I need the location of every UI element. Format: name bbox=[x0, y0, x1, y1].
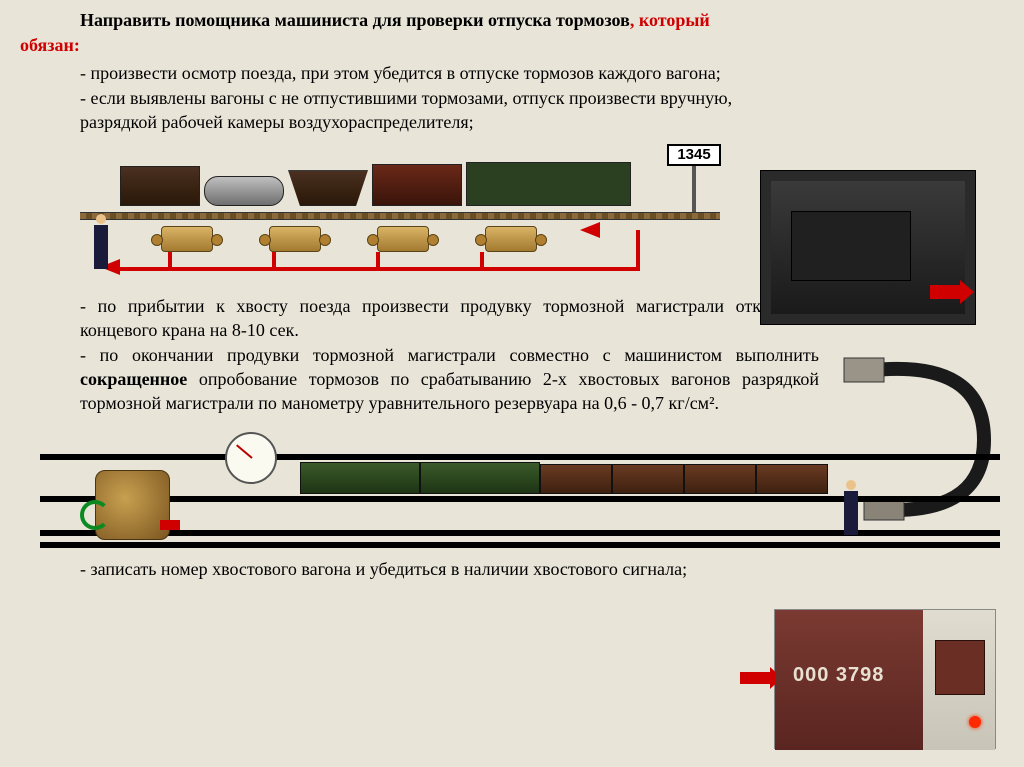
paragraph-5: - записать номер хвостового вагона и убе… bbox=[80, 558, 704, 581]
km-sign: 1345 bbox=[667, 144, 721, 166]
track-line bbox=[40, 454, 1000, 460]
p4c: опробование тормозов по срабатыванию 2-х… bbox=[80, 369, 819, 413]
km-signpost bbox=[692, 166, 696, 216]
title: Направить помощника машиниста для провер… bbox=[80, 10, 1004, 31]
red-up bbox=[480, 252, 484, 268]
locomotive-section bbox=[420, 462, 540, 494]
freight-car bbox=[612, 464, 684, 494]
p4a: - по окончании продувки тормозной магист… bbox=[80, 345, 819, 365]
freight-car bbox=[684, 464, 756, 494]
red-arrow-icon bbox=[930, 285, 960, 299]
red-up bbox=[272, 252, 276, 268]
air-distributor bbox=[161, 226, 213, 252]
red-arrow-icon bbox=[740, 672, 770, 684]
paragraph-3: - по прибытии к хвосту поезда произвести… bbox=[80, 294, 819, 343]
red-up bbox=[168, 252, 172, 268]
title-main: Направить помощника машиниста для провер… bbox=[80, 10, 630, 30]
red-path bbox=[636, 230, 640, 271]
tail-signal-lamp-icon bbox=[969, 716, 981, 728]
title-red1: , который bbox=[630, 10, 710, 30]
track-line bbox=[40, 542, 1000, 548]
pressure-gauge-icon bbox=[225, 432, 277, 484]
air-distributors-row bbox=[135, 226, 563, 252]
red-arrow-icon bbox=[580, 222, 600, 238]
assistant-person-icon bbox=[840, 480, 862, 536]
tank-wagon bbox=[204, 176, 284, 206]
red-up bbox=[376, 252, 380, 268]
air-distributor bbox=[377, 226, 429, 252]
locomotive-section bbox=[300, 462, 420, 494]
car-group bbox=[120, 162, 631, 206]
paragraph-1: - произвести осмотр поезда, при этом убе… bbox=[80, 62, 994, 85]
paragraph-2: - если выявлены вагоны с не отпустившими… bbox=[80, 87, 744, 134]
covered-wagon bbox=[120, 166, 200, 206]
air-distributor bbox=[269, 226, 321, 252]
title-red2: обязан: bbox=[20, 35, 1004, 56]
paragraph-4: - по окончании продувки тормозной магист… bbox=[80, 343, 819, 416]
brake-valve-photo bbox=[760, 170, 976, 325]
track bbox=[80, 212, 720, 220]
tail-wagon-photo: 000 3798 bbox=[774, 609, 996, 749]
hopper-wagon bbox=[288, 170, 368, 206]
train-consist bbox=[300, 462, 828, 494]
diagram-train-2 bbox=[40, 430, 1004, 550]
wagon-number: 000 3798 bbox=[793, 664, 884, 687]
red-path bbox=[120, 267, 640, 271]
red-arrow-icon bbox=[160, 520, 180, 530]
assistant-person-icon bbox=[90, 214, 112, 270]
green-rotary-arrow-icon bbox=[80, 500, 110, 530]
tail-wagon-rear bbox=[935, 640, 985, 695]
p4b: сокращенное bbox=[80, 369, 187, 389]
freight-car bbox=[756, 464, 828, 494]
freight-car bbox=[540, 464, 612, 494]
air-distributor bbox=[485, 226, 537, 252]
box-wagon bbox=[372, 164, 462, 206]
locomotive bbox=[466, 162, 631, 206]
